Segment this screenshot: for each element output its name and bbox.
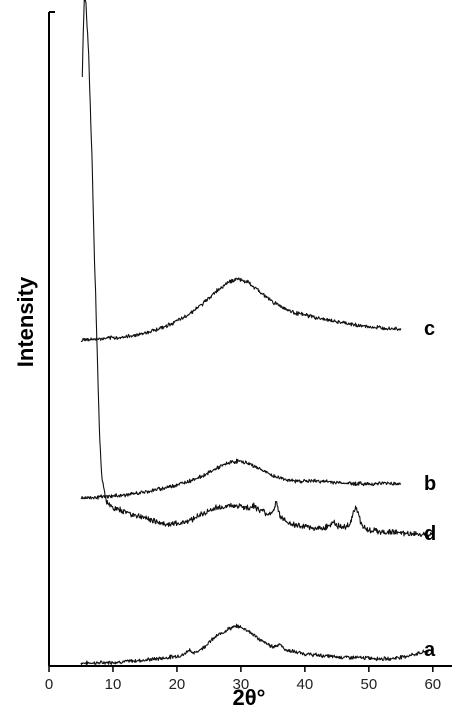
x-tick-label: 10: [105, 676, 122, 693]
y-axis-title: Intensity: [13, 276, 38, 367]
series-c-line: [80, 277, 402, 343]
x-tick-label: 0: [45, 676, 53, 693]
x-tick-label: 60: [424, 676, 441, 693]
series-labels: a b c d: [424, 318, 436, 661]
series-b-line: [80, 458, 402, 500]
axes: [48, 11, 452, 667]
series-d-line: [81, 0, 433, 538]
series-b-label: b: [424, 473, 436, 495]
x-tick-label: 20: [169, 676, 186, 693]
series-traces: [80, 0, 434, 666]
x-ticks: 0 10 20 30 40 50 60: [45, 666, 441, 693]
x-tick-label: 40: [297, 676, 314, 693]
series-c-label: c: [424, 318, 435, 340]
series-a-line: [80, 623, 434, 666]
x-tick-label: 50: [360, 676, 377, 693]
x-tick-label: 30: [233, 676, 250, 693]
series-d-label: d: [424, 523, 436, 545]
x-axis-title: 2θ°: [233, 685, 266, 710]
series-a-label: a: [424, 639, 436, 661]
